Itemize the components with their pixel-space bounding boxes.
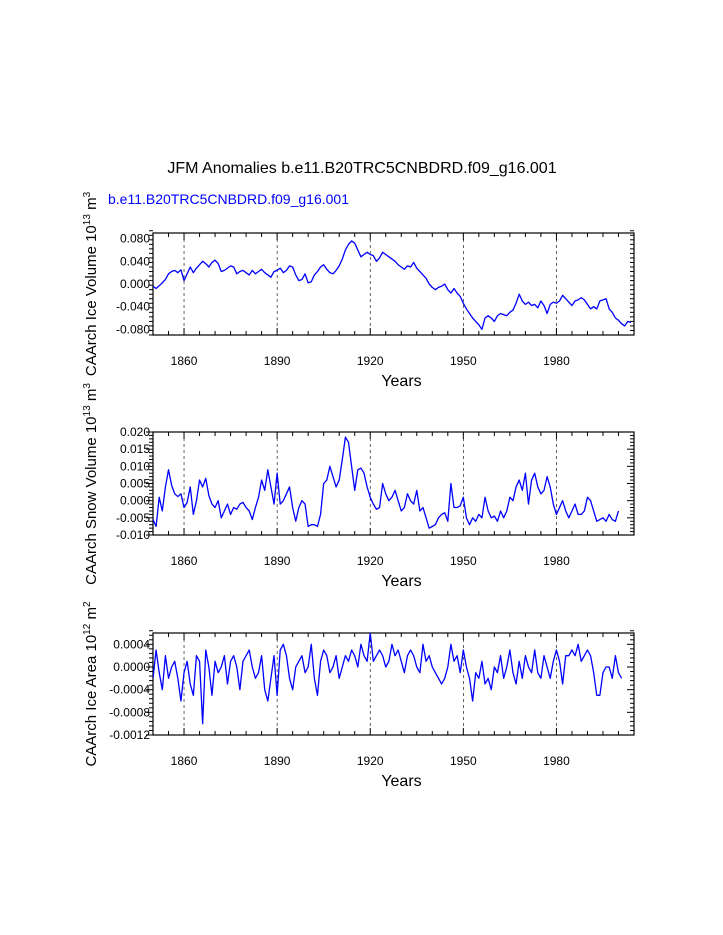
y-axis-label-part: CAArch Snow Volume 10 (83, 416, 100, 584)
y-tick-label: -0.010 (116, 528, 150, 542)
y-axis-label-part: 3 (82, 383, 93, 389)
x-tick-label: 1920 (357, 354, 384, 368)
y-tick-label: 0.010 (120, 459, 150, 473)
series-line (153, 240, 632, 330)
series-label: b.e11.B20TRC5CNBDRD.f09_g16.001 (108, 191, 349, 207)
panel-ice-area: 1860 1890 1920 1950 1980 -0.0012 -0.0008 -0.000… (82, 601, 635, 790)
panel-snow-volume: 1860 1890 1920 1950 1980 -0.010 -0.005 0.000 0.0… (82, 383, 635, 590)
y-tick-label: -0.0004 (109, 683, 150, 697)
y-tick-label: -0.005 (116, 511, 150, 525)
plot-frame (152, 232, 635, 336)
y-axis-label-part: m (83, 389, 100, 406)
y-tick-label: -0.080 (116, 322, 150, 336)
y-tick-label: 0.080 (120, 232, 150, 246)
x-tick-label: 1890 (264, 554, 291, 568)
y-tick-label: 0.0000 (113, 660, 150, 674)
x-tick-label: 1920 (357, 754, 384, 768)
x-axis-label: Years (381, 573, 421, 590)
y-tick-label: 0.040 (120, 254, 150, 268)
y-tick-label: 0.000 (120, 277, 150, 291)
y-axis-label: CAArch Ice Volume 1013 m3 (82, 191, 100, 376)
y-tick-label: -0.0012 (109, 728, 150, 742)
x-tick-label: 1950 (450, 754, 477, 768)
plot-frame (152, 632, 635, 736)
x-tick-label: 1920 (357, 554, 384, 568)
figure-title: JFM Anomalies b.e11.B20TRC5CNBDRD.f09_g1… (167, 160, 556, 177)
y-axis-label: CAArch Ice Area 1012 m2 (82, 601, 100, 767)
x-axis-label: Years (381, 373, 421, 390)
y-axis-label-part: 13 (82, 405, 93, 417)
series-line (153, 436, 620, 529)
x-tick-label: 1860 (171, 554, 198, 568)
y-axis-label-part: 2 (82, 601, 93, 607)
y-axis-label-part: CAArch Ice Area 10 (83, 635, 100, 767)
x-tick-label: 1890 (264, 354, 291, 368)
x-tick-label: 1860 (171, 354, 198, 368)
x-axis-label: Years (381, 773, 421, 790)
y-axis-label-part: 12 (82, 623, 93, 635)
x-tick-label: 1890 (264, 754, 291, 768)
y-axis-label-part: m (83, 607, 100, 624)
y-tick-label: 0.0004 (113, 637, 150, 651)
series-line (153, 633, 623, 725)
y-axis-label: CAArch Snow Volume 1013 m3 (82, 383, 100, 585)
x-tick-label: 1860 (171, 754, 198, 768)
y-axis-label-part: m (83, 197, 100, 214)
y-axis-label-part: 13 (82, 214, 93, 226)
x-tick-label: 1980 (543, 554, 570, 568)
x-tick-label: 1950 (450, 554, 477, 568)
y-axis-label-part: 3 (82, 191, 93, 197)
y-tick-label: -0.0008 (109, 705, 150, 719)
y-tick-label: 0.005 (120, 477, 150, 491)
plot-frame (152, 431, 635, 536)
y-axis-label-part: CAArch Ice Volume 10 (83, 225, 100, 376)
y-tick-label: 0.015 (120, 442, 150, 456)
y-tick-label: 0.000 (120, 494, 150, 508)
y-tick-label: -0.040 (116, 300, 150, 314)
x-tick-label: 1980 (543, 754, 570, 768)
x-tick-label: 1980 (543, 354, 570, 368)
x-tick-label: 1950 (450, 354, 477, 368)
panel-ice-volume: 1860 1890 1920 1950 1980 -0.080 -0.040 0.000 0.0… (82, 191, 635, 390)
y-tick-label: 0.020 (120, 425, 150, 439)
